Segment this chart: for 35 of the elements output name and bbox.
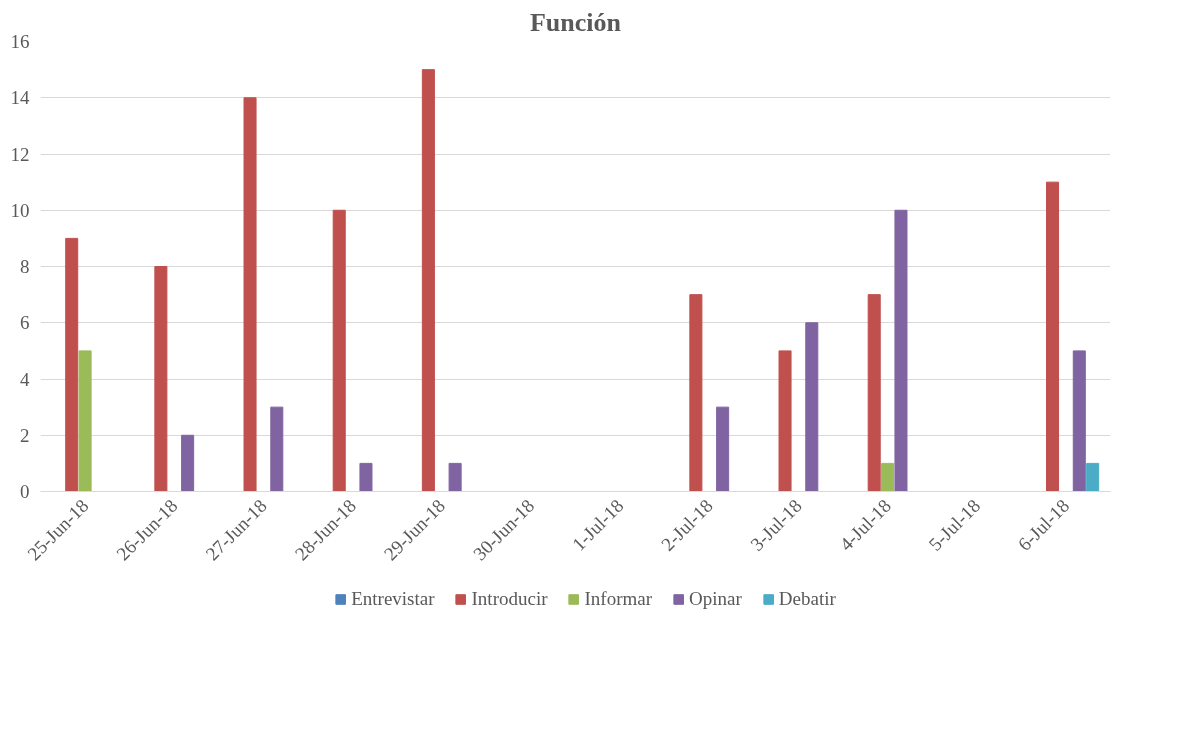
bar: [448, 462, 462, 492]
bar: [332, 209, 346, 492]
bar: [421, 69, 435, 492]
y-tick-label: 6: [20, 312, 30, 334]
bar: [181, 434, 195, 492]
bar: [894, 209, 908, 492]
legend-label: Entrevistar: [351, 588, 435, 610]
bar: [78, 350, 92, 492]
legend-label: Debatir: [778, 588, 836, 610]
bar: [778, 350, 792, 492]
legend-label: Introducir: [471, 588, 548, 610]
y-tick-label: 2: [20, 424, 30, 446]
bar: [1046, 181, 1060, 492]
chart-title: Función: [529, 7, 622, 37]
y-tick-label: 10: [10, 199, 30, 221]
y-tick-label: 8: [20, 256, 30, 277]
bar: [1086, 462, 1100, 492]
y-tick-label: 4: [20, 368, 30, 390]
bar: [881, 462, 895, 492]
bar: [65, 237, 79, 492]
y-tick-label: 12: [10, 143, 30, 165]
bar: [689, 294, 703, 492]
legend-label: Informar: [584, 588, 653, 610]
legend-label: Opinar: [689, 588, 742, 610]
y-tick-label: 16: [10, 31, 30, 52]
bar: [805, 322, 819, 492]
bar: [154, 266, 168, 492]
bar: [359, 462, 373, 492]
bar: [867, 294, 881, 492]
y-tick-label: 14: [10, 87, 30, 109]
bar: [716, 406, 730, 492]
y-tick-label: 0: [20, 481, 30, 502]
bar: [270, 406, 284, 492]
bar: [243, 97, 257, 492]
bar: [1072, 350, 1086, 492]
